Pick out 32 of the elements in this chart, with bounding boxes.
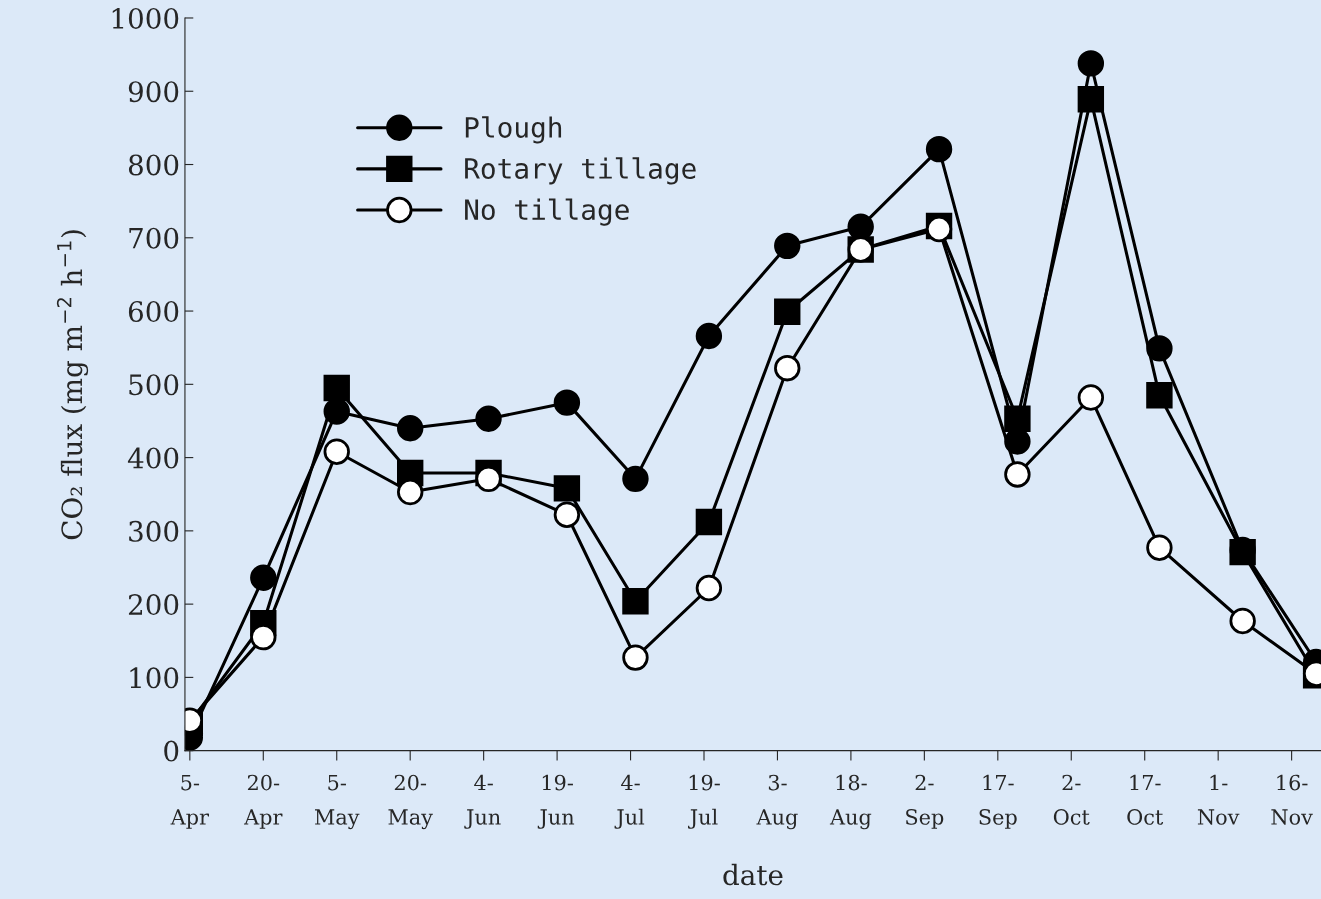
y-tick-label: 1000 xyxy=(112,7,179,29)
x-tick-label: 2- Oct xyxy=(1053,774,1090,825)
x-tick-label: 19- Jul xyxy=(688,774,720,829)
x-tick-label: 2- Sep xyxy=(906,774,944,829)
x-tick-label: 18- Aug xyxy=(829,774,872,830)
y-tick-label: 200 xyxy=(128,594,179,616)
legend-label: Rotary tillage xyxy=(465,157,696,185)
x-axis-title: date xyxy=(723,863,783,886)
x-tick-label: 16- Nov xyxy=(1271,774,1313,825)
x-tick-label: 3- Aug xyxy=(756,774,798,830)
y-tick-label: 600 xyxy=(128,300,179,322)
x-tick-label: 1- Nov xyxy=(1197,774,1240,825)
x-tick-label: 5- Apr xyxy=(170,774,210,829)
legend-label: No tillage xyxy=(465,198,629,226)
y-tick-label: 400 xyxy=(127,447,179,469)
x-tick-label: 5- May xyxy=(315,774,360,830)
y-axis-title: CO₂ flux (mg m$^{−2}$ h$^{−1}$) xyxy=(56,230,89,540)
y-tick-label: 100 xyxy=(130,667,179,689)
y-tick-label: 800 xyxy=(128,154,179,176)
x-tick-label: 19- Jun xyxy=(537,774,575,829)
x-tick-label: 17- Sep xyxy=(979,774,1017,829)
x-tick-label: 17- Oct xyxy=(1127,774,1164,825)
x-tick-label: 4- Jul xyxy=(614,774,645,829)
y-tick-label: 0 xyxy=(164,740,179,762)
y-tick-label: 300 xyxy=(129,520,179,542)
x-tick-label: 20- Apr xyxy=(244,774,283,829)
legend-label: Plough xyxy=(465,116,562,144)
y-tick-label: 700 xyxy=(129,227,179,249)
y-tick-label: 500 xyxy=(129,374,179,396)
x-tick-label: 4- Jun xyxy=(464,774,501,829)
y-tick-label: 900 xyxy=(128,81,179,103)
x-tick-label: 20- May xyxy=(388,774,433,830)
